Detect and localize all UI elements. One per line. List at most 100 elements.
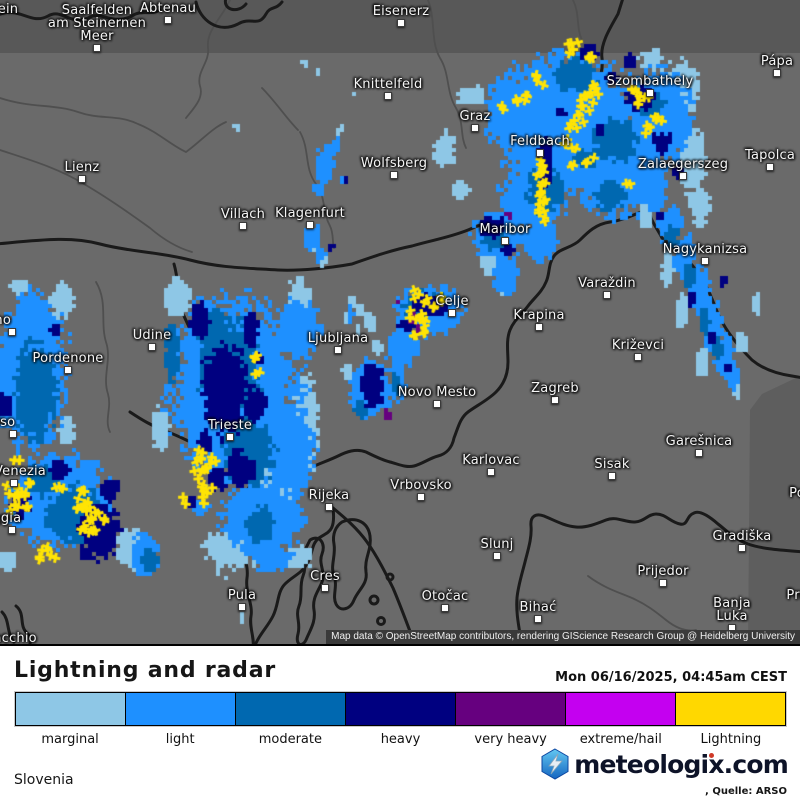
city-label: Graz	[459, 109, 491, 124]
city-label: Comacchio	[0, 631, 37, 646]
scale-label: marginal	[41, 732, 99, 747]
city-marker	[441, 604, 449, 612]
city-marker	[608, 472, 616, 480]
city-label: Belluno	[0, 313, 11, 328]
legend-panel: Lightning and radar Mon 06/16/2025, 04:4…	[0, 646, 800, 800]
city-marker	[8, 328, 16, 336]
city-label: Garešnica	[665, 434, 733, 449]
scale-label: Lightning	[700, 732, 762, 747]
city-label: Pápa	[760, 54, 794, 69]
color-scale-labels: marginal light moderate heavy very heavy extr…	[15, 732, 786, 747]
scale-segment-light	[125, 692, 236, 726]
city-label: Karlovac	[462, 453, 520, 468]
city-marker	[321, 584, 329, 592]
city-marker	[417, 493, 425, 501]
meteologix-logo[interactable]: meteologix.com	[539, 748, 789, 780]
map-attribution: Map data © OpenStreetMap contributors, r…	[326, 630, 800, 644]
city-marker	[384, 92, 392, 100]
logo-i-dot	[709, 752, 714, 758]
scale-label: moderate	[258, 732, 322, 747]
city-label: Knittelfeld	[353, 77, 423, 92]
city-marker	[78, 175, 86, 183]
scale-segment-marginal	[15, 692, 126, 726]
city-label: Zalaegerszeg	[637, 157, 729, 172]
city-label: Villach	[220, 207, 266, 222]
city-marker	[603, 291, 611, 299]
city-marker	[390, 171, 398, 179]
city-marker	[659, 579, 667, 587]
city-label: Udine	[132, 328, 172, 343]
city-marker	[433, 400, 441, 408]
city-marker	[535, 323, 543, 331]
city-label: Celje	[435, 294, 469, 309]
city-label: Zagreb	[531, 381, 579, 396]
city-marker	[164, 16, 172, 24]
legend-title: Lightning and radar	[14, 658, 277, 683]
city-label: Prijedor	[637, 564, 689, 579]
city-label: Venezia	[0, 464, 46, 479]
city-marker	[646, 89, 654, 97]
city-marker	[534, 615, 542, 623]
city-marker	[397, 19, 405, 27]
city-label: Gradiška	[712, 529, 772, 544]
scale-segment-very-heavy	[455, 692, 566, 726]
city-label: Vrbovsko	[390, 478, 452, 493]
city-label: Lienz	[64, 160, 100, 175]
city-label: Otočac	[421, 589, 469, 604]
city-marker	[306, 221, 314, 229]
city-label: Varaždin	[578, 276, 636, 291]
city-marker	[9, 430, 17, 438]
city-label: Križevci	[611, 338, 665, 353]
city-marker	[679, 172, 687, 180]
city-marker	[148, 343, 156, 351]
city-label: Saalfelden am Steinernen Meer	[47, 3, 147, 44]
scale-label: light	[165, 732, 195, 747]
meteologix-logo-icon	[541, 748, 569, 780]
scale-label: heavy	[380, 732, 421, 747]
city-label: Nagykanizsa	[662, 242, 748, 257]
city-marker	[334, 346, 342, 354]
scale-segment-Lightning	[675, 692, 786, 726]
city-label: Szombathely	[606, 74, 694, 89]
city-label: Sisak	[594, 457, 630, 472]
city-label: Cres	[310, 569, 340, 584]
city-marker	[226, 433, 234, 441]
city-label: Slunj	[480, 537, 514, 552]
color-scale-bar	[15, 692, 786, 726]
city-label: Novo Mesto	[397, 385, 477, 400]
city-label: Eisenerz	[372, 4, 430, 19]
city-label: Treviso	[0, 415, 16, 430]
data-source: , Quelle: ARSO	[705, 786, 787, 797]
city-label: Klagenfurt	[275, 206, 345, 221]
city-marker	[10, 479, 18, 487]
scale-segment-moderate	[235, 692, 346, 726]
city-label: Trieste	[207, 418, 253, 433]
city-marker	[701, 257, 709, 265]
city-label: Ljubljana	[307, 331, 369, 346]
city-label: Krapina	[513, 308, 565, 323]
city-label: Abtenau	[139, 1, 197, 16]
city-marker	[773, 69, 781, 77]
city-marker	[551, 396, 559, 404]
city-label: ein	[0, 2, 19, 17]
city-label: Chioggia	[0, 511, 22, 526]
city-marker	[487, 468, 495, 476]
scale-segment-heavy	[345, 692, 456, 726]
scale-label: extreme/hail	[579, 732, 662, 747]
city-marker	[501, 237, 509, 245]
region-label: Slovenia	[14, 772, 74, 788]
city-label: Bihać	[519, 600, 557, 615]
scale-segment-extreme-hail	[565, 692, 676, 726]
city-label: Prnjavor	[786, 588, 800, 603]
scale-label: very heavy	[474, 732, 547, 747]
city-label: Po	[789, 486, 800, 501]
city-marker	[238, 603, 246, 611]
timestamp: Mon 06/16/2025, 04:45am CEST	[555, 670, 787, 685]
city-label: Banja Luka	[713, 596, 751, 624]
city-marker	[766, 163, 774, 171]
radar-precipitation-canvas[interactable]	[0, 0, 800, 644]
city-label: Maribor	[479, 222, 531, 237]
